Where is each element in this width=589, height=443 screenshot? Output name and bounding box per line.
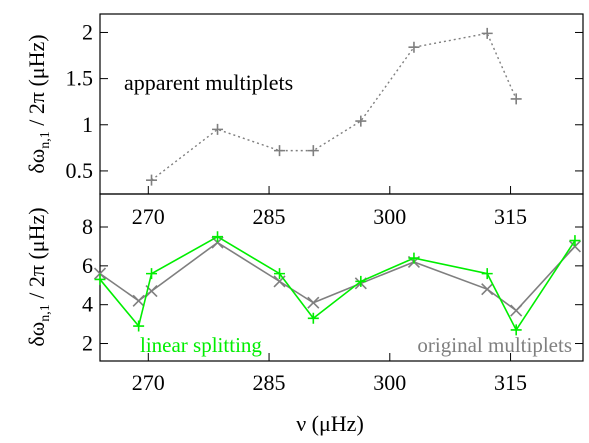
data-point bbox=[307, 312, 319, 324]
data-point bbox=[307, 145, 319, 157]
data-point bbox=[510, 93, 522, 105]
bottom-series bbox=[93, 231, 582, 336]
data-point bbox=[355, 275, 367, 287]
data-point bbox=[481, 27, 493, 39]
top-ytick-label: 1.5 bbox=[66, 66, 94, 91]
bottom-xtick-label: 285 bbox=[253, 370, 286, 395]
bottom-ytick-label: 6 bbox=[82, 253, 93, 278]
data-point bbox=[568, 240, 582, 253]
bottom-ticks: 2 4 6 8 270 285 300 315 bbox=[82, 214, 583, 395]
series-line-bottom-green bbox=[99, 235, 576, 332]
bottom-y-axis-label: δωn,1 / 2π (μHz) bbox=[24, 207, 53, 346]
data-point bbox=[510, 324, 522, 336]
bottom-ytick-label: 8 bbox=[82, 214, 93, 239]
legend-linear-splitting: linear splitting bbox=[140, 333, 262, 357]
data-point bbox=[408, 252, 420, 264]
x-axis-label: ν (μHz) bbox=[296, 411, 364, 436]
data-point bbox=[146, 174, 158, 186]
bottom-ytick-label: 4 bbox=[82, 292, 93, 317]
data-point bbox=[274, 268, 286, 280]
series-line-top-0 bbox=[151, 32, 517, 181]
top-xtick-label: 315 bbox=[494, 204, 527, 229]
data-point bbox=[274, 145, 286, 157]
data-point bbox=[355, 115, 367, 127]
top-series bbox=[146, 27, 522, 186]
bottom-xtick-label: 300 bbox=[373, 370, 406, 395]
top-xtick-label: 285 bbox=[253, 204, 286, 229]
bottom-xtick-label: 315 bbox=[494, 370, 527, 395]
data-point bbox=[132, 294, 145, 307]
top-xtick-label: 300 bbox=[373, 204, 406, 229]
top-y-axis-label: δωn,1 / 2π (μHz) bbox=[24, 34, 53, 173]
top-panel-apparent-multiplets: 0.5 1 1.5 2 270 285 300 315 apparent multiplets… bbox=[24, 13, 584, 229]
data-point bbox=[133, 320, 145, 332]
top-plot-frame bbox=[99, 13, 584, 195]
data-point bbox=[212, 123, 224, 135]
data-point bbox=[146, 268, 158, 280]
data-point bbox=[94, 273, 106, 285]
top-ytick-label: 2 bbox=[82, 19, 93, 44]
top-ytick-label: 1 bbox=[82, 112, 93, 137]
data-point bbox=[212, 231, 224, 243]
data-point bbox=[93, 267, 107, 280]
legend-original-multiplets: original multiplets bbox=[417, 333, 572, 357]
data-point bbox=[307, 296, 320, 309]
top-ytick-label: 0.5 bbox=[66, 158, 94, 183]
bottom-panel-splitting-comparison: 2 4 6 8 270 285 300 315 linear splitting origin… bbox=[24, 193, 584, 436]
data-point bbox=[510, 304, 523, 317]
apparent-multiplets-annotation: apparent multiplets bbox=[124, 70, 293, 95]
data-point bbox=[481, 283, 494, 296]
top-y-ticks: 0.5 1 1.5 2 270 285 300 315 bbox=[66, 19, 583, 229]
data-point bbox=[569, 235, 581, 247]
bottom-xtick-label: 270 bbox=[132, 370, 165, 395]
data-point bbox=[481, 268, 493, 280]
top-xtick-label: 270 bbox=[132, 204, 165, 229]
bottom-ytick-label: 2 bbox=[82, 331, 93, 356]
data-point bbox=[408, 41, 420, 53]
